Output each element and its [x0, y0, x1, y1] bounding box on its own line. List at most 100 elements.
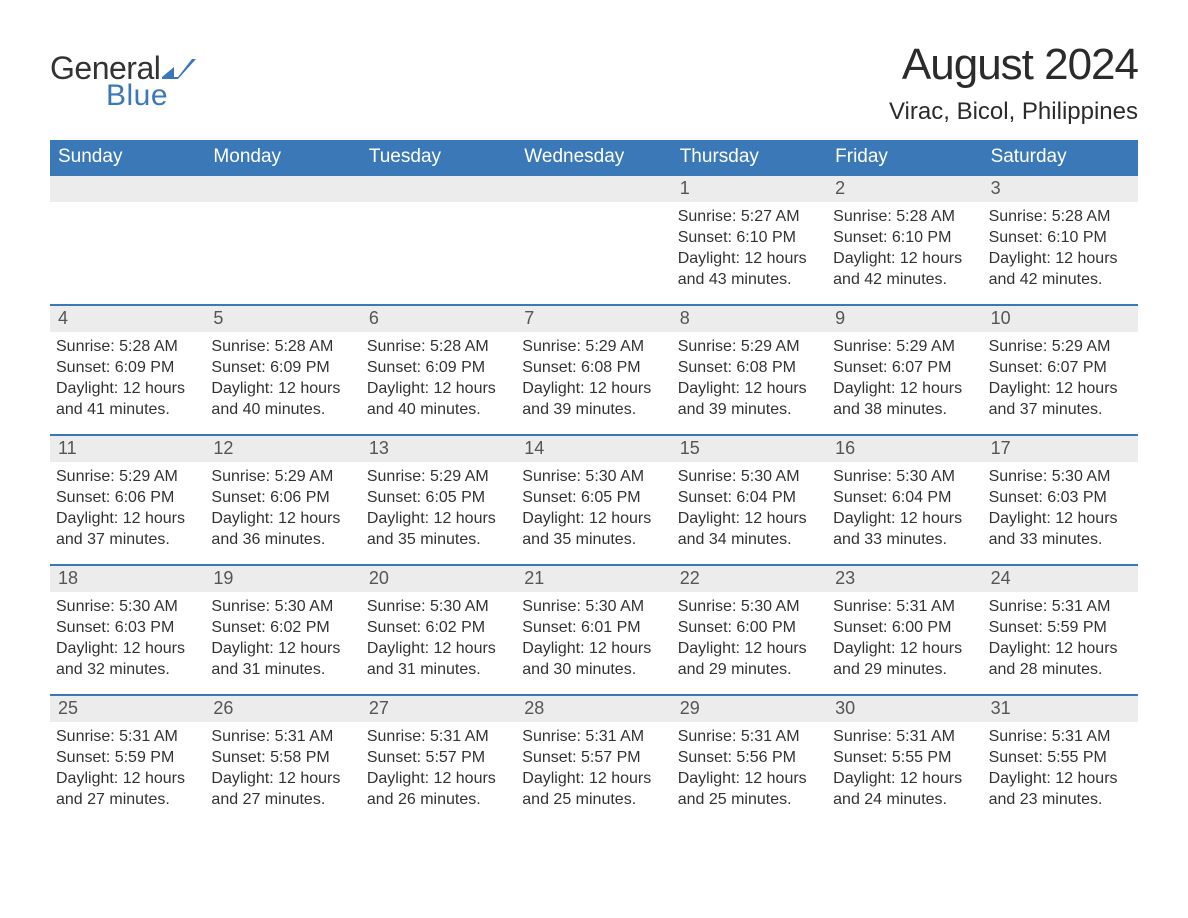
- sunset-text: Sunset: 6:04 PM: [833, 487, 976, 508]
- sunset-text: Sunset: 6:03 PM: [989, 487, 1132, 508]
- daylight1-text: Daylight: 12 hours: [56, 508, 199, 529]
- day-body: Sunrise: 5:30 AMSunset: 6:05 PMDaylight:…: [516, 462, 671, 550]
- day-cell: 2Sunrise: 5:28 AMSunset: 6:10 PMDaylight…: [827, 176, 982, 304]
- weekday-header-cell: Thursday: [672, 140, 827, 176]
- day-cell: 3 Sunrise: 5:28 AMSunset: 6:10 PMDaylight…: [983, 176, 1138, 304]
- day-cell: 16Sunrise: 5:30 AMSunset: 6:04 PMDayligh…: [827, 436, 982, 564]
- sunset-text: Sunset: 6:06 PM: [56, 487, 199, 508]
- day-number: 6: [369, 308, 379, 328]
- daylight2-text: and 32 minutes.: [56, 659, 199, 680]
- daylight2-text: and 42 minutes.: [989, 269, 1132, 290]
- sunrise-text: Sunrise: 5:31 AM: [833, 726, 976, 747]
- sunset-text: Sunset: 6:10 PM: [833, 227, 976, 248]
- daylight2-text: and 38 minutes.: [833, 399, 976, 420]
- day-number-strip: 30: [827, 696, 982, 722]
- daylight2-text: and 37 minutes.: [56, 529, 199, 550]
- day-body: Sunrise: 5:30 AMSunset: 6:04 PMDaylight:…: [672, 462, 827, 550]
- daylight2-text: and 31 minutes.: [211, 659, 354, 680]
- daylight1-text: Daylight: 12 hours: [833, 768, 976, 789]
- sunset-text: Sunset: 6:08 PM: [678, 357, 821, 378]
- sunrise-text: Sunrise: 5:31 AM: [833, 596, 976, 617]
- sunset-text: Sunset: 5:56 PM: [678, 747, 821, 768]
- day-number-strip: 5: [205, 306, 360, 332]
- daylight1-text: Daylight: 12 hours: [989, 768, 1132, 789]
- day-cell: 7Sunrise: 5:29 AMSunset: 6:08 PMDaylight…: [516, 306, 671, 434]
- day-number: 1: [680, 178, 690, 198]
- day-number: 4: [58, 308, 68, 328]
- sunrise-text: Sunrise: 5:31 AM: [989, 726, 1132, 747]
- sunset-text: Sunset: 6:02 PM: [367, 617, 510, 638]
- day-number: 8: [680, 308, 690, 328]
- day-number-strip: [50, 176, 205, 202]
- day-number: 21: [524, 568, 544, 588]
- daylight2-text: and 26 minutes.: [367, 789, 510, 810]
- day-number: 23: [835, 568, 855, 588]
- daylight1-text: Daylight: 12 hours: [678, 638, 821, 659]
- day-cell: 25 Sunrise: 5:31 AMSunset: 5:59 PMDayligh…: [50, 696, 205, 824]
- sunset-text: Sunset: 6:04 PM: [678, 487, 821, 508]
- day-number: 16: [835, 438, 855, 458]
- daylight1-text: Daylight: 12 hours: [989, 508, 1132, 529]
- day-body: Sunrise: 5:28 AMSunset: 6:10 PMDaylight:…: [983, 202, 1138, 290]
- sunrise-text: Sunrise: 5:30 AM: [367, 596, 510, 617]
- day-number: 30: [835, 698, 855, 718]
- week-row: 4 Sunrise: 5:28 AMSunset: 6:09 PMDaylight…: [50, 304, 1138, 434]
- sunrise-text: Sunrise: 5:27 AM: [678, 206, 821, 227]
- day-body: Sunrise: 5:28 AMSunset: 6:09 PMDaylight:…: [361, 332, 516, 420]
- day-number-strip: 28: [516, 696, 671, 722]
- day-number-strip: 29: [672, 696, 827, 722]
- daylight1-text: Daylight: 12 hours: [833, 378, 976, 399]
- day-body: Sunrise: 5:27 AMSunset: 6:10 PMDaylight:…: [672, 202, 827, 290]
- day-number: 26: [213, 698, 233, 718]
- day-number-strip: 14: [516, 436, 671, 462]
- daylight2-text: and 41 minutes.: [56, 399, 199, 420]
- day-cell: 15 Sunrise: 5:30 AMSunset: 6:04 PMDayligh…: [672, 436, 827, 564]
- day-number: 11: [58, 438, 77, 458]
- daylight2-text: and 29 minutes.: [833, 659, 976, 680]
- day-cell: 14 Sunrise: 5:30 AMSunset: 6:05 PMDayligh…: [516, 436, 671, 564]
- day-body: Sunrise: 5:29 AMSunset: 6:06 PMDaylight:…: [50, 462, 205, 550]
- day-body: Sunrise: 5:28 AMSunset: 6:10 PMDaylight:…: [827, 202, 982, 290]
- sunset-text: Sunset: 6:05 PM: [367, 487, 510, 508]
- sunset-text: Sunset: 6:09 PM: [367, 357, 510, 378]
- daylight1-text: Daylight: 12 hours: [56, 768, 199, 789]
- day-number: 22: [680, 568, 700, 588]
- day-number: 27: [369, 698, 389, 718]
- sunset-text: Sunset: 6:10 PM: [989, 227, 1132, 248]
- daylight2-text: and 40 minutes.: [367, 399, 510, 420]
- day-body: Sunrise: 5:29 AMSunset: 6:05 PMDaylight:…: [361, 462, 516, 550]
- daylight2-text: and 34 minutes.: [678, 529, 821, 550]
- weekday-header-row: Sunday Monday Tuesday Wednesday Thursday…: [50, 140, 1138, 176]
- day-body: Sunrise: 5:31 AMSunset: 5:59 PMDaylight:…: [50, 722, 205, 810]
- day-number-strip: 16: [827, 436, 982, 462]
- day-number: 3: [991, 178, 1001, 198]
- weeks-container: 1Sunrise: 5:27 AMSunset: 6:10 PMDaylight…: [50, 176, 1138, 824]
- weekday-header-cell: Friday: [827, 140, 982, 176]
- day-number-strip: 8: [672, 306, 827, 332]
- sunrise-text: Sunrise: 5:30 AM: [522, 596, 665, 617]
- day-cell: 4Sunrise: 5:28 AMSunset: 6:09 PMDaylight…: [50, 306, 205, 434]
- day-cell: 28Sunrise: 5:31 AMSunset: 5:57 PMDayligh…: [516, 696, 671, 824]
- empty-day-cell: [361, 176, 516, 304]
- day-number: 20: [369, 568, 389, 588]
- day-number: 14: [524, 438, 544, 458]
- day-number-strip: 18: [50, 566, 205, 592]
- daylight2-text: and 35 minutes.: [367, 529, 510, 550]
- day-number: 17: [991, 438, 1011, 458]
- title-block: August 2024 Virac, Bicol, Philippines: [889, 40, 1138, 126]
- daylight1-text: Daylight: 12 hours: [522, 508, 665, 529]
- daylight1-text: Daylight: 12 hours: [989, 378, 1132, 399]
- day-cell: 11 Sunrise: 5:29 AMSunset: 6:06 PMDayligh…: [50, 436, 205, 564]
- day-cell: 9Sunrise: 5:29 AMSunset: 6:07 PMDaylight…: [827, 306, 982, 434]
- daylight1-text: Daylight: 12 hours: [56, 638, 199, 659]
- daylight2-text: and 30 minutes.: [522, 659, 665, 680]
- sunrise-text: Sunrise: 5:31 AM: [56, 726, 199, 747]
- sunrise-text: Sunrise: 5:31 AM: [989, 596, 1132, 617]
- day-number-strip: 6: [361, 306, 516, 332]
- day-body: Sunrise: 5:30 AMSunset: 6:03 PMDaylight:…: [50, 592, 205, 680]
- day-number: 31: [991, 698, 1011, 718]
- day-number: 15: [680, 438, 700, 458]
- daylight2-text: and 39 minutes.: [522, 399, 665, 420]
- day-number: 25: [58, 698, 78, 718]
- day-number-strip: 7: [516, 306, 671, 332]
